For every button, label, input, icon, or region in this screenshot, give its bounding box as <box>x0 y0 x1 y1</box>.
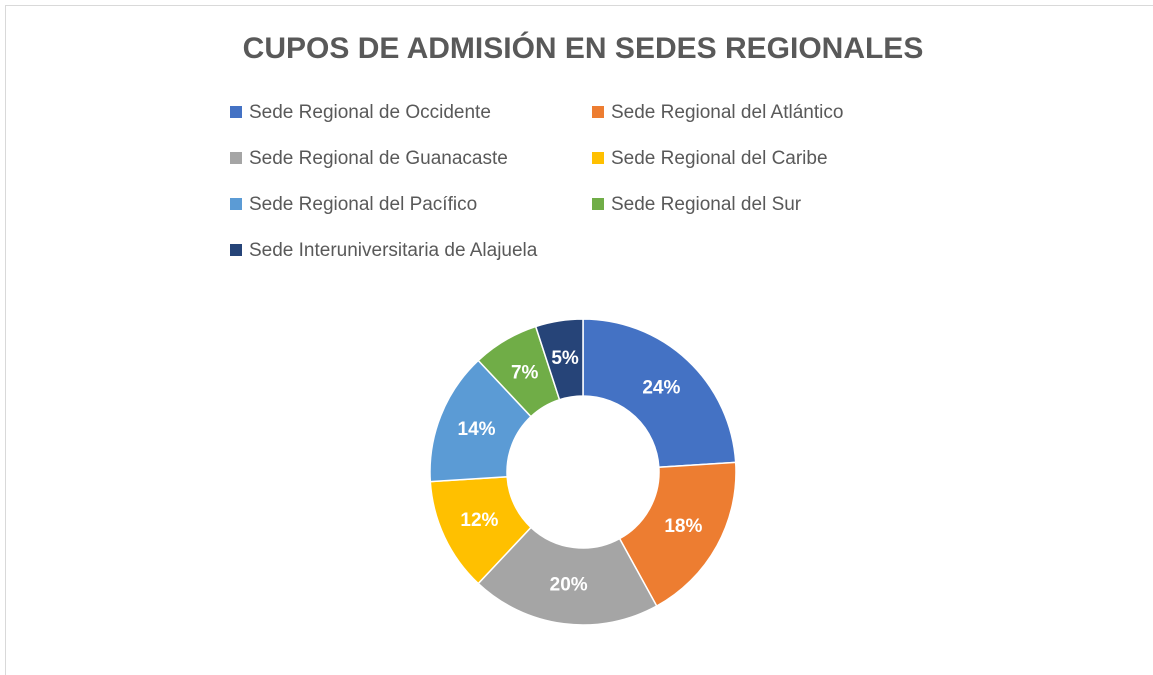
legend-swatch <box>592 106 604 118</box>
legend-text: Sede Regional del Sur <box>611 194 802 215</box>
value-label: 24% <box>642 378 680 399</box>
legend-swatch <box>592 152 604 164</box>
value-label: 14% <box>458 419 496 440</box>
donut-segment <box>582 318 737 469</box>
value-label: 12% <box>460 510 498 531</box>
value-label: 18% <box>664 516 702 537</box>
legend-swatch <box>230 152 242 164</box>
legend-swatch <box>230 244 242 256</box>
legend-swatch <box>230 106 242 118</box>
legend-swatch <box>230 198 242 210</box>
chart-title: CUPOS DE ADMISIÓN EN SEDES REGIONALES <box>243 31 924 65</box>
value-label: 5% <box>551 348 579 369</box>
legend-text: Sede Regional de Guanacaste <box>249 148 508 169</box>
value-label: 7% <box>511 362 539 383</box>
legend-text: Sede Regional del Pacífico <box>249 194 477 215</box>
donut-segment <box>534 318 584 401</box>
donut-segment <box>618 461 737 608</box>
donut-segment <box>477 526 658 626</box>
legend-text: Sede Interuniversitaria de Alajuela <box>249 240 538 261</box>
legend-text: Sede Regional del Atlántico <box>611 102 843 123</box>
legend-text: Sede Regional del Caribe <box>611 148 828 169</box>
value-label: 20% <box>550 575 588 596</box>
legend-swatch <box>592 198 604 210</box>
legend-text: Sede Regional de Occidente <box>249 102 491 123</box>
